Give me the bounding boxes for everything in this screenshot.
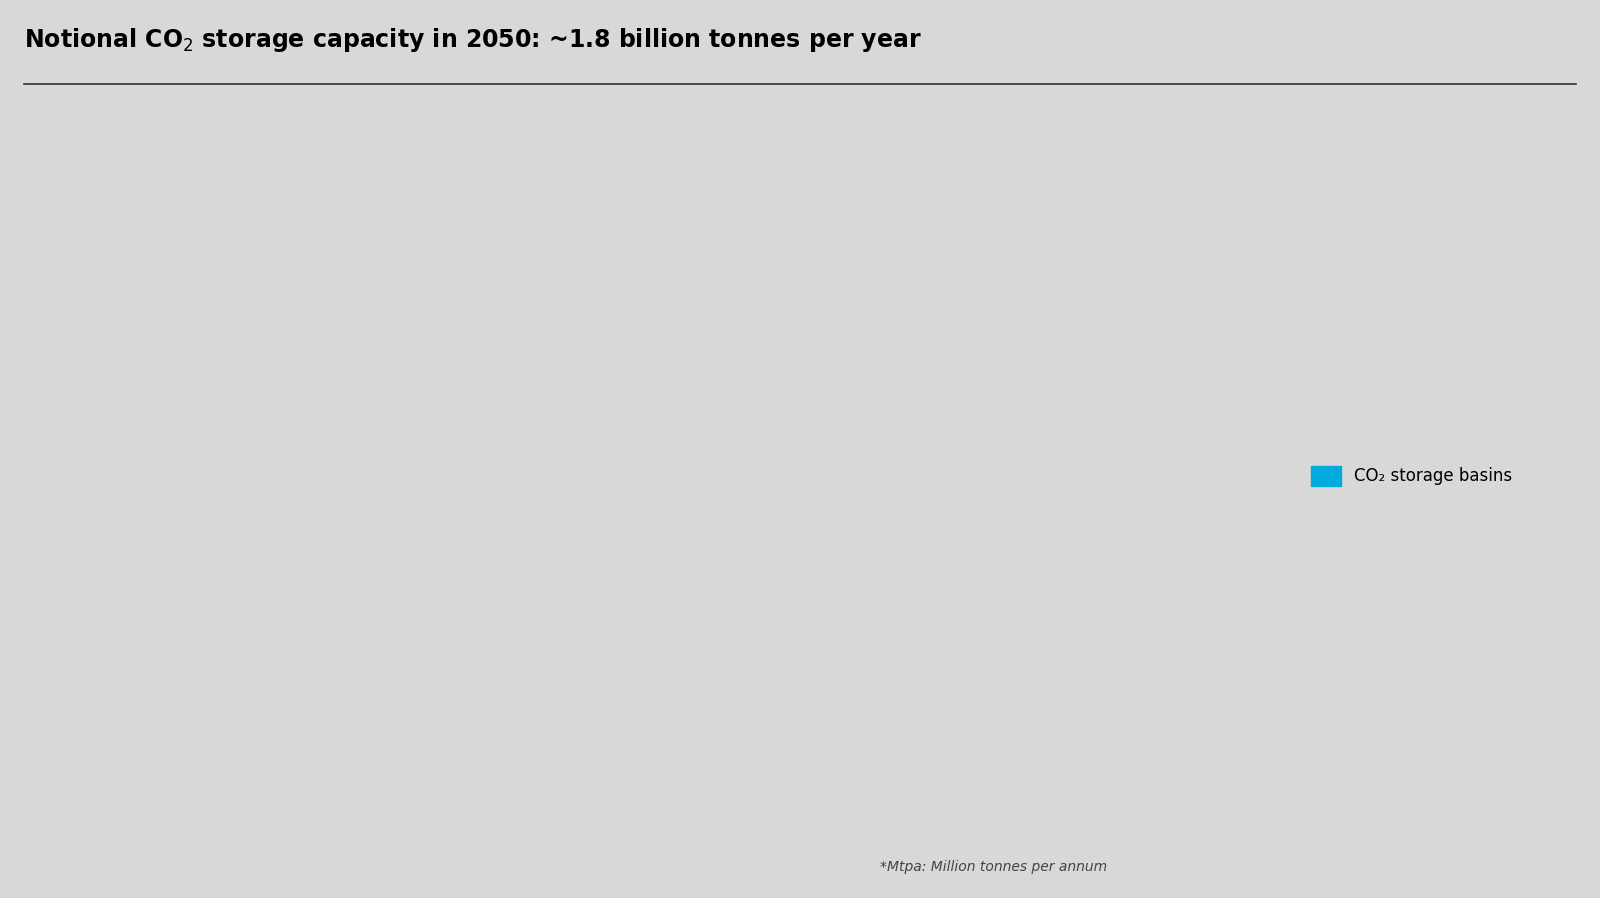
Text: Notional CO$_2$ storage capacity in 2050: ~1.8 billion tonnes per year: Notional CO$_2$ storage capacity in 2050…	[24, 26, 922, 55]
Text: *Mtpa: Million tonnes per annum: *Mtpa: Million tonnes per annum	[880, 859, 1107, 874]
Legend: CO₂ storage basins: CO₂ storage basins	[1304, 460, 1518, 492]
